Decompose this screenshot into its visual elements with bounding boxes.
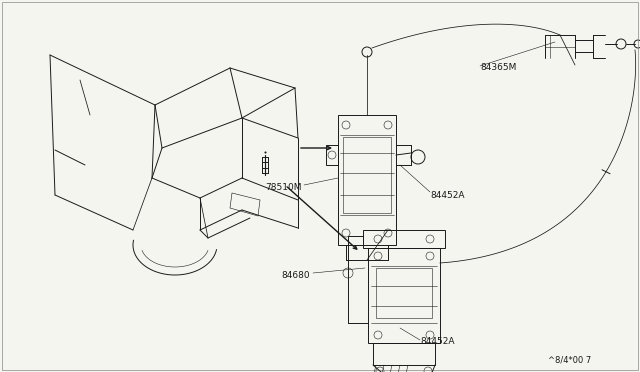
- Text: 84365M: 84365M: [480, 64, 516, 73]
- Text: 84452A: 84452A: [420, 337, 454, 346]
- Text: ^8/4*00 7: ^8/4*00 7: [548, 356, 591, 365]
- Text: 84680: 84680: [282, 270, 310, 279]
- Text: 84452A: 84452A: [430, 190, 465, 199]
- Text: 78510M: 78510M: [266, 183, 302, 192]
